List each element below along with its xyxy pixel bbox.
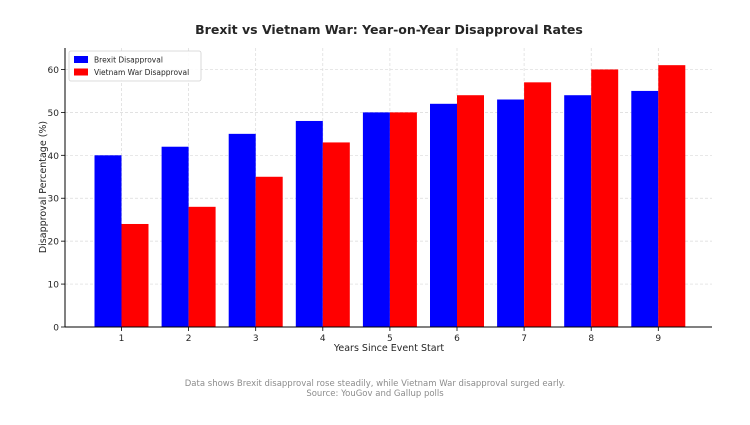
footnote-source: Source: YouGov and Gallup polls — [306, 389, 444, 399]
bar-brexit — [631, 90, 659, 327]
x-tick-label: 4 — [320, 334, 326, 344]
bar-brexit — [228, 133, 256, 327]
chart-title: Brexit vs Vietnam War: Year-on-Year Disa… — [195, 22, 583, 37]
bar-brexit — [564, 95, 592, 327]
bar-vietnam — [255, 176, 283, 327]
x-tick-label: 8 — [588, 334, 594, 344]
x-tick-label: 1 — [119, 334, 125, 344]
y-tick-label: 10 — [48, 281, 60, 291]
footnote-description: Data shows Brexit disapproval rose stead… — [184, 379, 566, 389]
legend-label-vietnam: Vietnam War Disapproval — [94, 68, 189, 77]
bar-brexit — [430, 103, 457, 327]
x-tick-label: 3 — [253, 334, 259, 344]
bar-vietnam — [524, 82, 552, 327]
y-tick-label: 20 — [48, 238, 60, 248]
legend-frame — [68, 50, 202, 82]
y-tick-label: 50 — [48, 109, 60, 119]
bar-vietnam — [457, 95, 484, 327]
bar-brexit — [497, 99, 525, 327]
bar-brexit — [94, 155, 122, 327]
x-tick-label: 2 — [186, 334, 192, 344]
bar-vietnam — [658, 65, 686, 328]
legend-swatch-vietnam — [74, 68, 88, 76]
legend-swatch-brexit — [74, 56, 88, 63]
x-tick-label: 9 — [655, 334, 661, 344]
bar-vietnam — [188, 206, 216, 327]
y-tick-label: 40 — [48, 152, 60, 162]
bar-brexit — [295, 120, 323, 327]
y-axis-label: Disapproval Percentage (%) — [38, 121, 49, 253]
legend-label-brexit: Brexit Disapproval — [94, 56, 163, 65]
axes — [64, 48, 712, 328]
x-tick-label: 7 — [521, 334, 527, 344]
bar-vietnam — [322, 142, 350, 327]
x-axis-label: Years Since Event Start — [333, 343, 445, 354]
bar-brexit — [362, 112, 390, 327]
ticks: 0 10 20 30 40 50 60 1 2 3 4 5 6 7 8 9 — [48, 66, 662, 344]
bar-vietnam — [121, 223, 149, 327]
bar-vietnam — [591, 69, 619, 327]
bar-vietnam — [389, 112, 417, 327]
x-tick-label: 5 — [387, 334, 393, 344]
y-tick-label: 30 — [48, 195, 60, 205]
y-tick-label: 60 — [48, 66, 60, 76]
bar-brexit — [161, 146, 189, 327]
legend: Brexit Disapproval Vietnam War Disapprov… — [68, 50, 202, 82]
x-tick-label: 6 — [454, 334, 460, 344]
bars — [94, 65, 686, 328]
y-tick-label: 0 — [53, 324, 59, 334]
